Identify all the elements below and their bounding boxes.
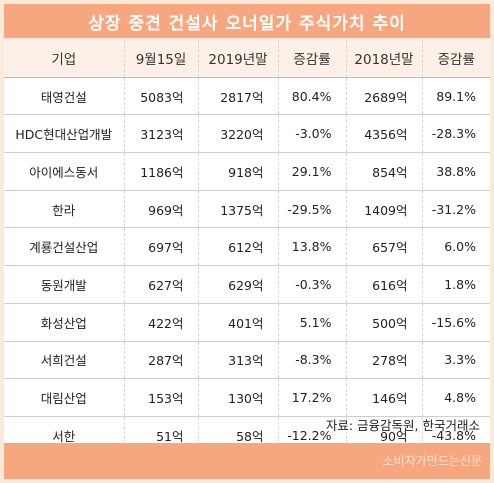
value-cell: 854억 [346, 152, 423, 191]
table-row: 태영건설 5083억 2817억 80.4% 2689억 89.1% [4, 77, 490, 116]
value-cell: 29.1% [278, 152, 347, 191]
value-cell: 1186억 [124, 152, 199, 191]
value-cell: 3123억 [124, 114, 199, 154]
value-cell: 4356억 [346, 114, 423, 154]
value-cell: 80.4% [278, 77, 347, 116]
value-cell: 146억 [346, 378, 423, 417]
value-cell: 17.2% [278, 378, 347, 417]
table-row: 한라 969억 1375억 -29.5% 1409억 -31.2% [4, 190, 490, 229]
value-cell: 278억 [346, 341, 423, 380]
value-cell: 5.1% [278, 303, 347, 342]
column-header: 2019년말 [198, 40, 279, 78]
table-header-row: 기업 9월15일 2019년말 증감률 2018년말 증감률 [4, 40, 490, 78]
column-header: 9월15일 [124, 40, 199, 78]
value-cell: 616억 [346, 265, 423, 304]
value-cell: 6.0% [422, 227, 490, 267]
company-name-cell: 대림산업 [4, 378, 125, 417]
value-cell: 89.1% [422, 77, 490, 116]
table-row: 동원개발 627억 629억 -0.3% 616억 1.8% [4, 265, 490, 304]
table-row: 아이에스동서 1186억 918억 29.1% 854억 38.8% [4, 152, 490, 191]
value-cell: 2817억 [198, 77, 279, 116]
company-name-cell: HDC현대산업개발 [4, 114, 125, 154]
value-cell: 5083억 [124, 77, 199, 116]
company-name-cell: 계룡건설산업 [4, 227, 125, 267]
value-cell: 1.8% [422, 265, 490, 304]
column-header: 증감률 [278, 40, 347, 78]
value-cell: 38.8% [422, 152, 490, 191]
company-name-cell: 아이에스동서 [4, 152, 125, 191]
value-cell: 918억 [198, 152, 279, 191]
value-cell: 3220억 [198, 114, 279, 154]
value-cell: 697억 [124, 227, 199, 267]
value-cell: 500억 [346, 303, 423, 342]
company-name-cell: 한라 [4, 190, 125, 229]
value-cell: 422억 [124, 303, 199, 342]
company-name-cell: 서희건설 [4, 341, 125, 380]
value-cell: 612억 [198, 227, 279, 267]
value-cell: 153억 [124, 378, 199, 417]
title-bar: 상장 중견 건설사 오너일가 주식가치 추이 [4, 4, 490, 38]
value-cell: 629억 [198, 265, 279, 304]
value-cell: -29.5% [278, 190, 347, 229]
footer-bar: 소비자가만드는신문 [4, 443, 490, 479]
value-cell: 313억 [198, 341, 279, 380]
value-cell: -15.6% [422, 303, 490, 342]
column-header: 기업 [4, 40, 125, 78]
value-cell: 130억 [198, 378, 279, 417]
company-name-cell: 동원개발 [4, 265, 125, 304]
value-cell: 969억 [124, 190, 199, 229]
company-name-cell: 화성산업 [4, 303, 125, 342]
value-cell: -28.3% [422, 114, 490, 154]
table-row: 계룡건설산업 697억 612억 13.8% 657억 6.0% [4, 227, 490, 267]
value-cell: -3.0% [278, 114, 347, 154]
value-cell: -8.3% [278, 341, 347, 380]
value-cell: 2689억 [346, 77, 423, 116]
company-name-cell: 태영건설 [4, 77, 125, 116]
value-cell: 401억 [198, 303, 279, 342]
value-cell: 1375억 [198, 190, 279, 229]
watermark-text: 소비자가만드는신문 [382, 454, 482, 468]
data-table: 기업 9월15일 2019년말 증감률 2018년말 증감률 태영건설 5083억… [4, 40, 490, 455]
table-row: HDC현대산업개발 3123억 3220억 -3.0% 4356억 -28.3% [4, 114, 490, 154]
column-header: 2018년말 [346, 40, 423, 78]
value-cell: -31.2% [422, 190, 490, 229]
table-row: 대림산업 153억 130억 17.2% 146억 4.8% [4, 378, 490, 417]
value-cell: 627억 [124, 265, 199, 304]
value-cell: 1409억 [346, 190, 423, 229]
page-title: 상장 중견 건설사 오너일가 주식가치 추이 [88, 13, 406, 34]
value-cell: 657억 [346, 227, 423, 267]
value-cell: 13.8% [278, 227, 347, 267]
value-cell: 4.8% [422, 378, 490, 417]
table-row: 서희건설 287억 313억 -8.3% 278억 3.3% [4, 341, 490, 380]
column-header: 증감률 [422, 40, 490, 78]
value-cell: 3.3% [422, 341, 490, 380]
table-row: 화성산업 422억 401억 5.1% 500억 -15.6% [4, 303, 490, 342]
value-cell: -0.3% [278, 265, 347, 304]
source-note: 자료: 금융감독원, 한국거래소 [325, 418, 480, 433]
value-cell: 287억 [124, 341, 199, 380]
